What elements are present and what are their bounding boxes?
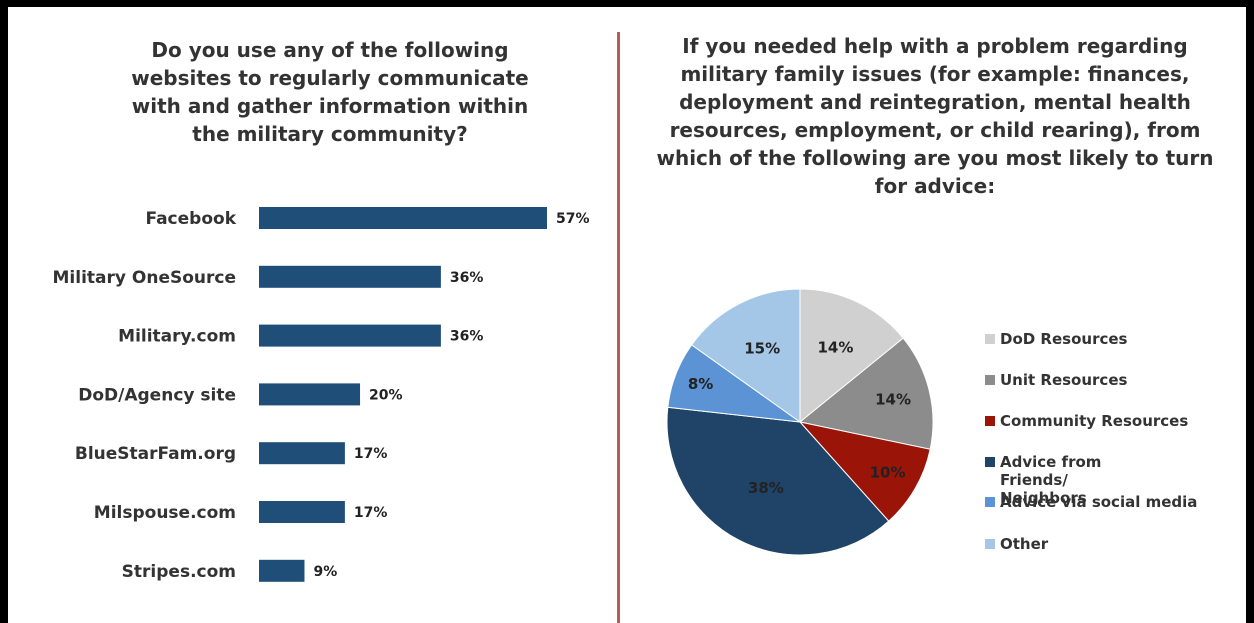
category-label: Milspouse.com <box>94 503 236 523</box>
legend-item: Advice via social media <box>985 493 1215 511</box>
pie-slice <box>798 337 934 450</box>
legend-label: Unit Resources <box>1000 371 1128 389</box>
pie-slice <box>690 288 801 423</box>
pie-value-label: 14% <box>817 339 853 357</box>
legend-item: Other <box>985 535 1215 553</box>
legend-label: Advice from Friends/ Neighbors <box>1000 453 1102 507</box>
legend-item: Unit Resources <box>985 371 1215 389</box>
bar <box>259 265 441 288</box>
legend-label: DoD Resources <box>1000 330 1128 348</box>
legend-swatch <box>985 375 995 385</box>
legend-swatch <box>985 334 995 344</box>
bar <box>259 442 345 465</box>
bar-value-label: 57% <box>556 211 590 227</box>
bar-value-label: 20% <box>369 387 403 403</box>
bar <box>259 559 305 582</box>
pie-slice <box>666 406 890 556</box>
bar <box>259 383 361 406</box>
category-label: Military OneSource <box>53 268 236 288</box>
legend-label: Community Resources <box>1000 412 1189 430</box>
legend-item: Community Resources <box>985 412 1215 430</box>
legend-swatch <box>985 457 995 467</box>
category-label: Facebook <box>145 209 236 229</box>
pie-value-label: 10% <box>870 464 906 482</box>
pie-slice <box>798 421 931 522</box>
pie-slice <box>799 288 904 424</box>
pie-value-label: 15% <box>744 340 780 358</box>
bar <box>259 207 547 229</box>
bar-value-label: 36% <box>450 270 484 286</box>
pie-chart-title: If you needed help with a problem regard… <box>656 34 1214 198</box>
bar <box>259 324 441 347</box>
bar-value-label: 17% <box>354 446 388 462</box>
legend-label: Advice via social media <box>1000 493 1198 511</box>
panel-divider <box>617 32 620 623</box>
bar-value-label: 36% <box>450 329 484 345</box>
legend-label: Other <box>1000 535 1049 553</box>
category-label: DoD/Agency site <box>78 385 236 405</box>
legend-swatch <box>985 497 995 507</box>
category-label: Stripes.com <box>122 562 236 582</box>
legend-swatch <box>985 416 995 426</box>
bar-chart: Facebook 57% Military OneSource 36% Military… <box>53 207 590 582</box>
legend-item: Advice from Friends/ Neighbors <box>985 453 1215 507</box>
pie-value-label: 8% <box>688 375 713 393</box>
pie-value-label: 38% <box>748 479 784 497</box>
bar-chart-title: Do you use any of the following websites… <box>131 38 529 146</box>
category-label: Military.com <box>118 327 236 347</box>
legend-swatch <box>985 539 995 549</box>
pie-value-label: 14% <box>875 390 911 408</box>
legend-item: DoD Resources <box>985 330 1215 348</box>
bar-value-label: 17% <box>354 505 388 521</box>
category-label: BlueStarFam.org <box>75 444 236 464</box>
bar-value-label: 9% <box>313 564 337 580</box>
bar <box>259 501 345 523</box>
